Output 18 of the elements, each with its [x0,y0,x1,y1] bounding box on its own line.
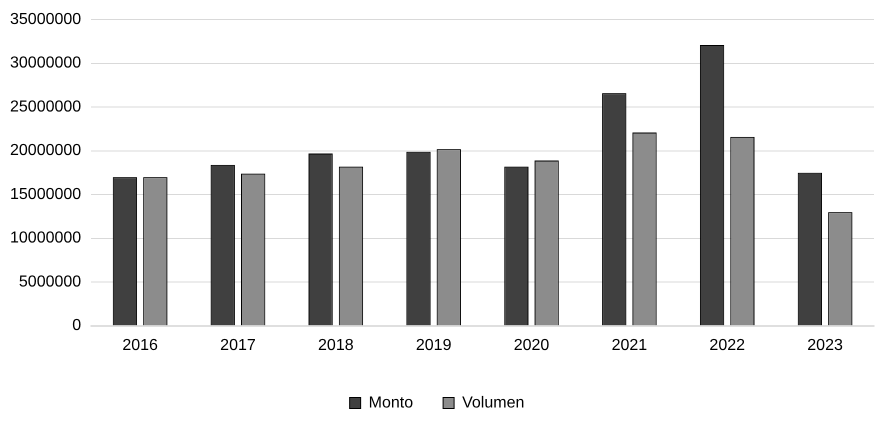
y-tick-label: 15000000 [10,186,82,203]
y-tick-label: 25000000 [10,98,82,116]
x-tick-label: 2020 [514,336,550,354]
x-tick-label: 2016 [122,336,158,354]
legend-label: Monto [368,394,414,412]
x-tick-label: 2018 [318,336,354,354]
x-tick-label: 2017 [220,336,256,354]
y-tick-label: 0 [72,317,82,334]
legend-label: Volumen [462,394,524,412]
y-tick-label: 35000000 [10,11,82,28]
y-tick-label: 5000000 [18,273,82,290]
y-tick-label: 10000000 [10,230,82,247]
x-tick-label: 2023 [807,336,843,354]
x-tick-label: 2019 [416,336,452,354]
x-tick-label: 2022 [709,336,746,354]
y-tick-label: 20000000 [10,142,82,160]
y-tick-label: 30000000 [10,54,82,72]
x-tick-label: 2021 [612,336,648,354]
